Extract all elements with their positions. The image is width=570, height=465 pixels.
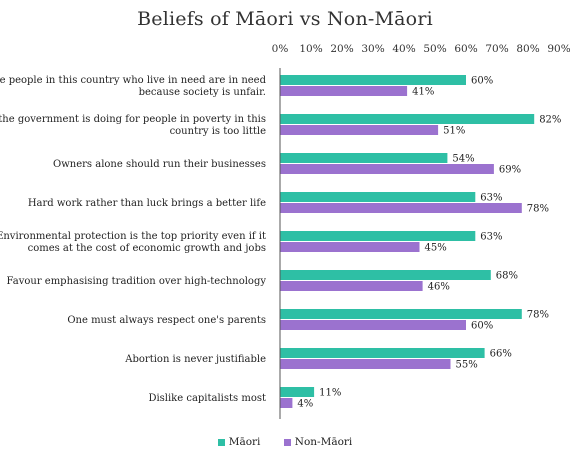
data-label-maori: 82% xyxy=(539,115,561,126)
category-label: Owners alone should run their businesses xyxy=(53,159,266,170)
data-label-non-maori: 45% xyxy=(425,243,447,254)
category-labels: The people in this country who live in n… xyxy=(0,75,267,404)
bar-maori xyxy=(280,153,448,163)
data-label-non-maori: 41% xyxy=(412,87,434,98)
x-tick-label: 40% xyxy=(392,43,415,55)
data-label-maori: 78% xyxy=(527,310,549,321)
bar-non-maori xyxy=(280,281,423,291)
x-axis-ticks: 0% 10% 20% 30% 40% 50% 60% 70% 80% 90% xyxy=(272,43,570,55)
bar-maori xyxy=(280,309,522,319)
bar-maori xyxy=(280,387,315,397)
bar-maori xyxy=(280,348,485,358)
x-tick-label: 0% xyxy=(272,43,289,55)
data-label-maori: 11% xyxy=(319,388,341,399)
category-label: One must always respect one's parents xyxy=(67,315,266,326)
x-tick-label: 50% xyxy=(423,43,446,55)
legend-item-maori: Māori xyxy=(217,436,261,448)
data-label-non-maori: 69% xyxy=(499,165,521,176)
data-label-non-maori: 4% xyxy=(297,399,313,410)
legend-swatch-non-maori xyxy=(283,438,291,446)
data-label-non-maori: 78% xyxy=(527,204,549,215)
category-label: Hard work rather than luck brings a bett… xyxy=(28,198,266,209)
category-label: Favour emphasising tradition over high-t… xyxy=(6,276,266,287)
legend-label-non-maori: Non-Māori xyxy=(294,436,353,448)
legend: Māori Non-Māori xyxy=(0,436,570,449)
data-label-maori: 68% xyxy=(496,271,518,282)
chart-title: Beliefs of Māori vs Non-Māori xyxy=(137,8,433,30)
category-label: because society is unfair. xyxy=(139,87,266,98)
category-label: comes at the cost of economic growth and… xyxy=(28,243,266,254)
bar-non-maori xyxy=(280,125,439,135)
bar-non-maori xyxy=(280,398,293,408)
x-tick-label: 70% xyxy=(485,43,508,55)
data-label-non-maori: 60% xyxy=(471,321,493,332)
bar-non-maori xyxy=(280,86,408,96)
bar-maori xyxy=(280,270,491,280)
data-label-non-maori: 51% xyxy=(443,126,465,137)
bar-non-maori xyxy=(280,164,494,174)
data-label-non-maori: 46% xyxy=(428,282,450,293)
data-label-maori: 60% xyxy=(471,76,493,87)
category-label: The people in this country who live in n… xyxy=(0,75,267,86)
bar-maori xyxy=(280,75,466,85)
category-label: What the government is doing for people … xyxy=(0,114,266,125)
bar-non-maori xyxy=(280,320,466,330)
category-label: Environmental protection is the top prio… xyxy=(0,231,266,242)
category-label: country is too little xyxy=(170,126,267,137)
bars-group: 60% 41% 82% 51% 54% 69% 63% 78% 63% 45% 68% 46% 78% 6… xyxy=(280,75,561,410)
x-tick-label: 60% xyxy=(454,43,477,55)
bar-non-maori xyxy=(280,242,420,252)
legend-item-non-maori: Non-Māori xyxy=(283,436,353,448)
bar-maori xyxy=(280,231,476,241)
category-label: Dislike capitalists most xyxy=(148,393,266,404)
x-tick-label: 10% xyxy=(299,43,322,55)
x-tick-label: 90% xyxy=(547,43,570,55)
category-label: Abortion is never justifiable xyxy=(124,354,266,365)
x-tick-label: 30% xyxy=(361,43,384,55)
data-label-non-maori: 55% xyxy=(456,360,478,371)
bar-maori xyxy=(280,114,535,124)
x-tick-label: 80% xyxy=(516,43,539,55)
data-label-maori: 54% xyxy=(452,154,474,165)
x-tick-label: 20% xyxy=(330,43,353,55)
data-label-maori: 66% xyxy=(490,349,512,360)
bar-non-maori xyxy=(280,359,451,369)
bar-non-maori xyxy=(280,203,522,213)
bar-maori xyxy=(280,192,476,202)
data-label-maori: 63% xyxy=(480,193,502,204)
data-label-maori: 63% xyxy=(480,232,502,243)
legend-label-maori: Māori xyxy=(228,436,261,448)
legend-swatch-maori xyxy=(217,438,225,446)
